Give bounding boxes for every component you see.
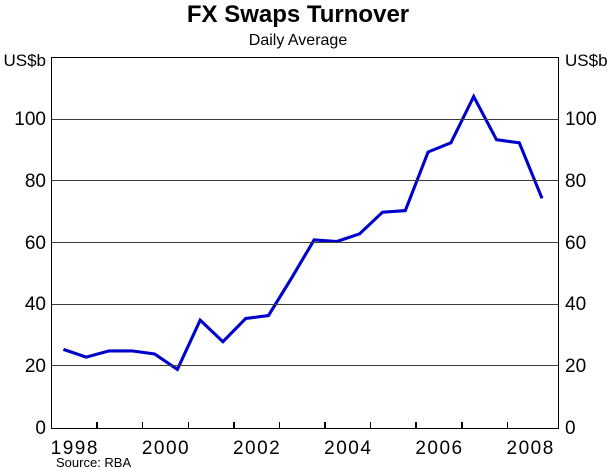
x-tick-2006 [415, 421, 417, 428]
x-tick-2007 [461, 421, 463, 428]
y-tick-label-left-60: 60 [24, 232, 46, 254]
x-tick-2005 [369, 421, 372, 428]
x-tick-label-2006: 2006 [415, 438, 464, 459]
y-tick-label-left-80: 80 [24, 170, 46, 192]
gridline-80 [51, 180, 558, 182]
y-axis-unit-left: US$b [3, 51, 46, 70]
chart-title: FX Swaps Turnover [186, 1, 410, 28]
y-tick-label-right-40: 40 [565, 294, 587, 316]
x-tick-2008 [506, 421, 509, 428]
gridline-100 [51, 118, 558, 120]
y-tick-label-right-80: 80 [565, 170, 587, 192]
y-tick-label-right-100: 100 [565, 109, 597, 131]
plot-area [50, 56, 559, 429]
x-tick-2000 [141, 421, 144, 428]
gridline-60 [51, 242, 558, 243]
x-tick-2004 [324, 421, 326, 428]
x-tick-label-2008: 2008 [506, 438, 555, 459]
y-tick-label-right-20: 20 [565, 355, 587, 377]
source-note: Source: RBA [56, 455, 132, 469]
fx-swaps-line [62, 92, 543, 372]
y-tick-label-left-20: 20 [24, 355, 46, 377]
x-tick-label-2004: 2004 [324, 438, 373, 459]
y-tick-label-left-40: 40 [24, 294, 46, 316]
x-tick-2002 [233, 421, 235, 428]
x-tick-label-1998: 1998 [50, 438, 99, 459]
y-tick-label-left-100: 100 [14, 109, 46, 131]
x-tick-label-2002: 2002 [232, 438, 282, 459]
y-tick-label-right-0: 0 [565, 417, 576, 439]
y-axis-unit-right: US$b [565, 51, 608, 70]
x-tick-2001 [187, 421, 189, 428]
gridline-20 [51, 365, 558, 367]
y-tick-label-left-0: 0 [35, 417, 46, 439]
x-tick-2003 [278, 421, 281, 428]
chart-subtitle: Daily Average [248, 32, 348, 49]
x-tick-1999 [96, 421, 98, 428]
gridline-40 [51, 303, 558, 305]
y-tick-label-right-60: 60 [565, 232, 587, 254]
x-tick-label-2000: 2000 [141, 438, 191, 459]
